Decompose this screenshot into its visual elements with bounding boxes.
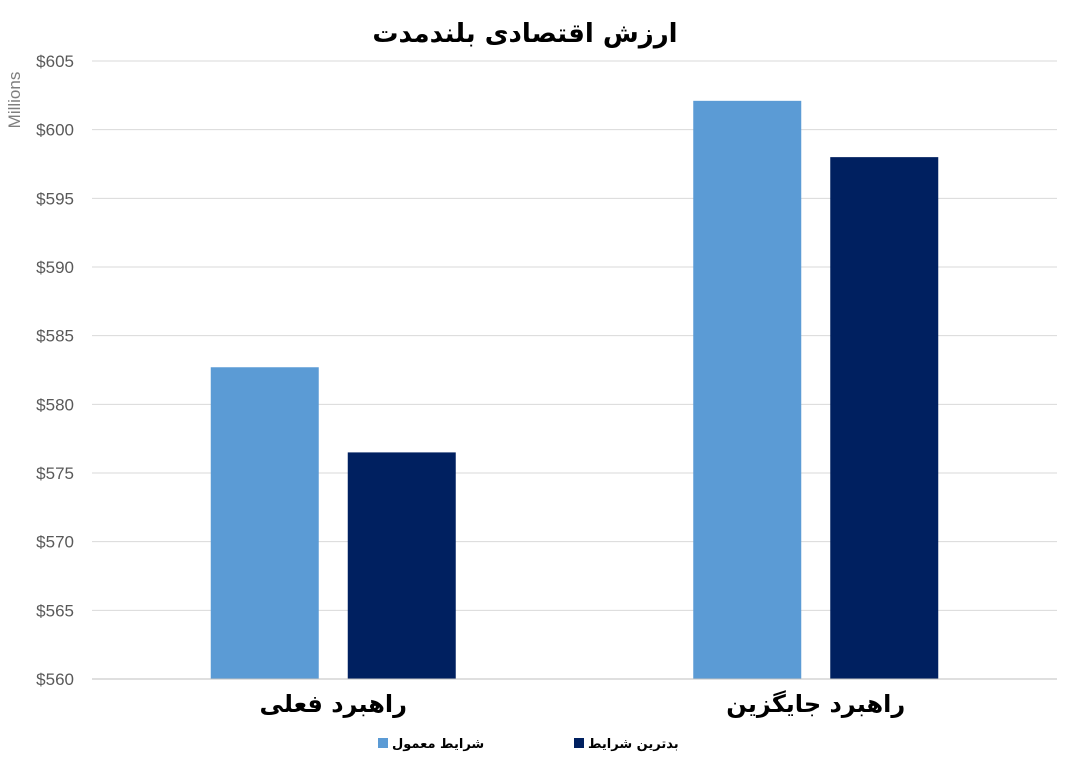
x-tick-label: راهبرد جایگزین <box>726 690 905 718</box>
y-tick-label: $595 <box>36 189 74 208</box>
y-tick-label: $560 <box>36 670 74 689</box>
y-tick-label: $580 <box>36 395 74 414</box>
y-tick-label: $590 <box>36 258 74 277</box>
y-axis-label: Millions <box>5 72 24 129</box>
bars <box>210 100 939 680</box>
y-tick-label: $600 <box>36 121 74 140</box>
legend-swatch <box>378 738 388 748</box>
legend-label: بدترین شرایط <box>588 737 679 752</box>
bar-1-series-2 <box>347 452 456 679</box>
chart-title: ارزش اقتصادی بلندمدت <box>372 19 677 49</box>
bar-2-series-1 <box>693 100 802 680</box>
y-tick-label: $575 <box>36 464 74 483</box>
legend-swatch <box>574 738 584 748</box>
y-tick-label: $565 <box>36 601 74 620</box>
x-axis-ticks: راهبرد فعلی راهبرد جایگزین <box>260 690 906 718</box>
legend: شرایط معمول بدترین شرایط <box>378 737 679 752</box>
y-tick-label: $605 <box>36 52 74 71</box>
y-tick-label: $570 <box>36 533 74 552</box>
y-tick-label: $585 <box>36 327 74 346</box>
y-axis-ticks: $560 $565 $570 $575 $580 $585 $590 $595 $600 $605 <box>36 52 74 689</box>
bar-2-series-2 <box>830 157 939 680</box>
x-tick-label: راهبرد فعلی <box>260 690 407 718</box>
legend-label: شرایط معمول <box>392 737 484 752</box>
bar-1-series-1 <box>210 367 319 679</box>
